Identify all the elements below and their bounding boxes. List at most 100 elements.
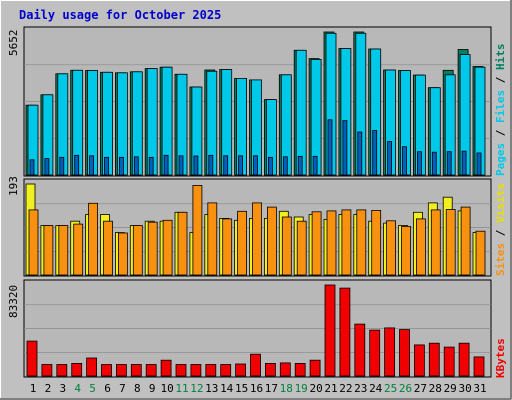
bar-sites-day-27 xyxy=(415,218,426,276)
bar-pages-day-11 xyxy=(178,155,184,176)
bar-pages-day-4 xyxy=(74,154,80,176)
legend-kbytes: KBytes xyxy=(494,338,507,378)
bar-pages-day-9 xyxy=(148,156,154,176)
x-tick-day-18: 18 xyxy=(280,382,293,395)
bar-pages-day-29 xyxy=(446,151,452,176)
x-tick-day-13: 13 xyxy=(205,382,218,395)
bar-pages-day-18 xyxy=(282,156,288,176)
bar-pages-day-1 xyxy=(29,159,35,176)
bar-pages-day-22 xyxy=(342,120,348,176)
bar-sites-day-9 xyxy=(147,221,158,276)
bar-kbytes-day-31 xyxy=(473,356,485,377)
x-tick-day-19: 19 xyxy=(295,382,308,395)
bar-pages-day-15 xyxy=(238,155,244,176)
y-max-label-hits: 5652 xyxy=(7,30,20,57)
bar-pages-day-12 xyxy=(193,155,199,176)
bar-sites-day-12 xyxy=(192,184,203,276)
bar-pages-day-31 xyxy=(476,152,482,176)
bar-pages-day-14 xyxy=(223,155,229,176)
x-tick-day-11: 11 xyxy=(175,382,188,395)
x-tick-day-1: 1 xyxy=(30,382,37,395)
bar-sites-day-31 xyxy=(475,230,486,276)
bar-sites-day-15 xyxy=(237,210,248,276)
bar-pages-day-23 xyxy=(357,131,363,176)
bar-sites-day-29 xyxy=(445,209,456,276)
bar-kbytes-day-15 xyxy=(235,363,247,377)
bar-kbytes-day-27 xyxy=(413,344,425,377)
bar-kbytes-day-3 xyxy=(56,364,68,377)
x-tick-day-14: 14 xyxy=(220,382,234,395)
bar-sites-day-1 xyxy=(28,209,39,276)
bar-pages-day-20 xyxy=(312,155,318,176)
bar-pages-day-21 xyxy=(327,119,333,176)
x-tick-day-9: 9 xyxy=(149,382,156,395)
x-tick-day-10: 10 xyxy=(160,382,173,395)
y-max-label-kbytes: 83320 xyxy=(7,285,20,318)
bar-pages-day-28 xyxy=(431,151,437,176)
bar-pages-day-7 xyxy=(119,156,124,176)
bar-kbytes-day-7 xyxy=(116,364,127,377)
x-axis-labels: 1 2 3 4 5 6 7 8 9 10 11 12 13 14 15 16 17 18 19 20 21 22 23 24 2… xyxy=(30,382,487,395)
bar-sites-day-20 xyxy=(311,211,322,276)
bar-kbytes-day-6 xyxy=(101,364,112,377)
bar-sites-day-24 xyxy=(371,209,382,276)
bar-sites-day-10 xyxy=(162,219,173,276)
bar-kbytes-day-18 xyxy=(279,362,291,377)
bar-sites-day-6 xyxy=(103,220,113,276)
bar-pages-day-30 xyxy=(461,150,467,176)
bar-pages-day-17 xyxy=(267,156,273,176)
bar-pages-day-2 xyxy=(44,158,50,176)
bar-kbytes-day-24 xyxy=(369,329,381,377)
bar-pages-day-19 xyxy=(297,155,303,176)
bar-sites-day-5 xyxy=(88,202,98,276)
x-tick-day-26: 26 xyxy=(399,382,412,395)
x-tick-day-20: 20 xyxy=(309,382,322,395)
bar-sites-day-17 xyxy=(266,206,277,276)
bar-sites-day-18 xyxy=(281,216,292,276)
bar-sites-day-3 xyxy=(58,225,69,276)
x-tick-day-8: 8 xyxy=(134,382,141,395)
bar-sites-day-30 xyxy=(460,206,471,276)
legend-hits-files-pages: Pages / Files / Hits xyxy=(494,44,507,177)
x-tick-day-6: 6 xyxy=(104,382,111,395)
legend-sites: Sites xyxy=(494,243,507,276)
bar-kbytes-day-5 xyxy=(86,357,97,377)
bars xyxy=(25,31,486,377)
bar-kbytes-day-9 xyxy=(145,364,157,377)
x-tick-day-3: 3 xyxy=(59,382,66,395)
bar-pages-day-13 xyxy=(208,154,214,176)
bar-kbytes-day-4 xyxy=(71,362,83,377)
bar-pages-day-25 xyxy=(387,141,393,176)
x-tick-day-25: 25 xyxy=(384,382,397,395)
bar-sites-day-4 xyxy=(73,223,84,276)
bar-sites-day-28 xyxy=(430,209,441,276)
x-tick-day-16: 16 xyxy=(250,382,263,395)
bar-kbytes-day-12 xyxy=(190,364,202,377)
bar-kbytes-day-30 xyxy=(458,342,470,377)
bar-kbytes-day-16 xyxy=(250,353,261,377)
bar-kbytes-day-8 xyxy=(130,364,142,377)
y-max-label-visits: 193 xyxy=(7,176,20,196)
bar-kbytes-day-22 xyxy=(339,287,351,377)
bar-sites-day-2 xyxy=(43,225,54,276)
bar-sites-day-26 xyxy=(401,225,411,276)
bar-kbytes-day-10 xyxy=(160,359,172,377)
x-tick-day-22: 22 xyxy=(339,382,352,395)
bar-sites-day-14 xyxy=(222,218,233,276)
bar-kbytes-day-2 xyxy=(41,364,53,377)
x-tick-day-31: 31 xyxy=(473,382,486,395)
bar-kbytes-day-25 xyxy=(384,327,396,377)
x-tick-day-17: 17 xyxy=(265,382,278,395)
x-tick-day-30: 30 xyxy=(458,382,471,395)
bar-kbytes-day-28 xyxy=(428,342,440,377)
bar-sites-day-7 xyxy=(118,232,128,276)
bar-kbytes-day-17 xyxy=(264,362,276,377)
bar-sites-day-25 xyxy=(386,220,397,276)
x-tick-day-27: 27 xyxy=(414,382,427,395)
bar-sites-day-23 xyxy=(356,209,367,276)
x-tick-day-5: 5 xyxy=(89,382,96,395)
x-tick-day-28: 28 xyxy=(429,382,442,395)
bar-pages-day-27 xyxy=(416,151,422,176)
bar-pages-day-3 xyxy=(59,156,65,176)
